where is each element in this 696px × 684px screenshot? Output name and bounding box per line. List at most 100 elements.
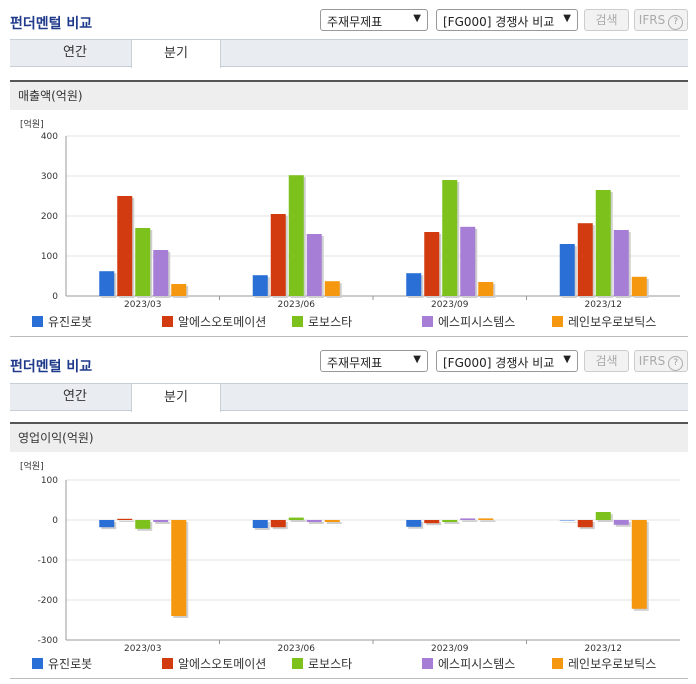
bar	[613, 230, 629, 296]
statement-select[interactable]: 주재무제표 ▼	[320, 350, 428, 372]
operating-profit-chart: -300 -200 -100 0 100 2023/03 2023/06 2023/09 202…	[38, 476, 680, 654]
tab-quarterly[interactable]: 분기	[131, 39, 221, 68]
help-icon: ?	[668, 15, 684, 30]
legend-swatch	[292, 316, 303, 327]
bar	[252, 275, 268, 296]
legend-swatch	[32, 316, 43, 327]
legend-item[interactable]: 에스피시스템스	[422, 655, 515, 672]
legend-item[interactable]: 레인보우로보틱스	[552, 313, 656, 330]
bar-shadow	[462, 520, 478, 522]
ifrs-label: IFRS	[638, 13, 666, 27]
y-tick-label: 100	[41, 476, 58, 486]
x-tick-label: 2023/09	[431, 300, 469, 310]
legend-swatch	[552, 316, 563, 327]
bar-shadow	[290, 519, 306, 522]
bar	[135, 520, 151, 529]
bar	[324, 520, 340, 522]
section-title: 영업이익(억원)	[10, 422, 688, 452]
x-tick-label: 2023/03	[124, 300, 161, 310]
bar	[306, 234, 322, 296]
legend-item[interactable]: 로보스타	[292, 313, 352, 330]
bar	[442, 520, 458, 522]
legend-item[interactable]: 알에스오토메이션	[162, 313, 266, 330]
legend-label: 로보스타	[308, 657, 353, 671]
unit-label: [억원]	[20, 120, 44, 130]
legend-item[interactable]: 알에스오토메이션	[162, 655, 266, 672]
bar	[631, 276, 647, 296]
peer-group-select-value: [FG000] 경쟁사 비교	[443, 15, 555, 29]
legend-swatch	[162, 658, 173, 669]
bar	[171, 284, 187, 296]
legend-label: 유진로봇	[48, 315, 93, 329]
legend-item[interactable]: 로보스타	[292, 655, 352, 672]
y-tick-label: 100	[41, 252, 58, 262]
bar	[306, 520, 322, 522]
chart-legend: 유진로봇 알에스오토메이션 로보스타 에스피시스템스 레인보우로보틱스	[10, 653, 688, 673]
bar	[270, 520, 286, 528]
bar	[559, 520, 575, 521]
bar	[424, 232, 440, 296]
legend-item[interactable]: 레인보우로보틱스	[552, 655, 656, 672]
legend-label: 알에스오토메이션	[178, 315, 267, 329]
bar	[577, 520, 593, 528]
legend-label: 레인보우로보틱스	[568, 315, 657, 329]
y-tick-label: 300	[41, 172, 58, 182]
bar	[99, 271, 115, 296]
x-tick-label: 2023/06	[278, 300, 316, 310]
bar	[270, 214, 286, 296]
bar	[171, 520, 187, 616]
statement-select-value: 주재무제표	[327, 356, 383, 370]
legend-swatch	[422, 316, 433, 327]
search-button[interactable]: 검색	[584, 9, 629, 31]
bar	[478, 518, 494, 520]
x-tick-label: 2023/12	[585, 644, 622, 654]
search-button[interactable]: 검색	[584, 350, 629, 372]
statement-select[interactable]: 주재무제표 ▼	[320, 9, 428, 31]
tab-annual[interactable]: 연간	[63, 45, 87, 60]
chevron-down-icon: ▼	[413, 13, 421, 24]
y-tick-label: -200	[38, 596, 59, 606]
period-tabs: 연간 분기	[10, 383, 688, 412]
statement-select-value: 주재무제표	[327, 15, 383, 29]
x-tick-label: 2023/09	[431, 644, 469, 654]
bar	[153, 250, 169, 296]
x-tick-label: 2023/12	[585, 300, 622, 310]
y-tick-label: 400	[41, 132, 58, 142]
legend-item[interactable]: 유진로봇	[32, 313, 92, 330]
bar-shadow	[561, 522, 577, 523]
bar	[135, 228, 151, 296]
legend-item[interactable]: 유진로봇	[32, 655, 92, 672]
legend-swatch	[32, 658, 43, 669]
tab-quarterly[interactable]: 분기	[131, 383, 221, 412]
legend-label: 알에스오토메이션	[178, 657, 267, 671]
bar	[478, 282, 494, 296]
ifrs-help-button[interactable]: IFRS?	[634, 9, 688, 31]
ifrs-help-button[interactable]: IFRS?	[634, 350, 688, 372]
legend-swatch	[162, 316, 173, 327]
y-tick-label: -100	[38, 556, 59, 566]
legend-label: 로보스타	[308, 315, 353, 329]
peer-group-select[interactable]: [FG000] 경쟁사 비교 ▼	[436, 9, 578, 31]
fundamental-panel-revenue: 펀더멘털 비교 주재무제표 ▼ [FG000] 경쟁사 비교 ▼ 검색 IFRS…	[0, 0, 696, 340]
chevron-down-icon: ▼	[563, 354, 571, 365]
revenue-chart: 0 100 200 300 400 2023/03 2023/06 2023/09 2023/1…	[41, 132, 680, 310]
tab-annual[interactable]: 연간	[63, 389, 87, 404]
bar	[595, 512, 611, 520]
help-icon: ?	[668, 356, 684, 371]
panel-title: 펀더멘털 비교	[10, 359, 93, 375]
legend-swatch	[422, 658, 433, 669]
y-tick-label: 200	[41, 212, 58, 222]
legend-swatch	[552, 658, 563, 669]
legend-label: 유진로봇	[48, 657, 93, 671]
bar	[288, 517, 304, 520]
bar	[460, 518, 476, 520]
legend-label: 레인보우로보틱스	[568, 657, 657, 671]
section-title: 매출액(억원)	[10, 80, 688, 110]
y-tick-label: 0	[52, 292, 58, 302]
peer-group-select[interactable]: [FG000] 경쟁사 비교 ▼	[436, 350, 578, 372]
bar	[117, 518, 133, 520]
bar-shadow	[480, 520, 496, 522]
legend-item[interactable]: 에스피시스템스	[422, 313, 515, 330]
x-tick-label: 2023/06	[278, 644, 316, 654]
y-tick-label: 0	[52, 516, 58, 526]
